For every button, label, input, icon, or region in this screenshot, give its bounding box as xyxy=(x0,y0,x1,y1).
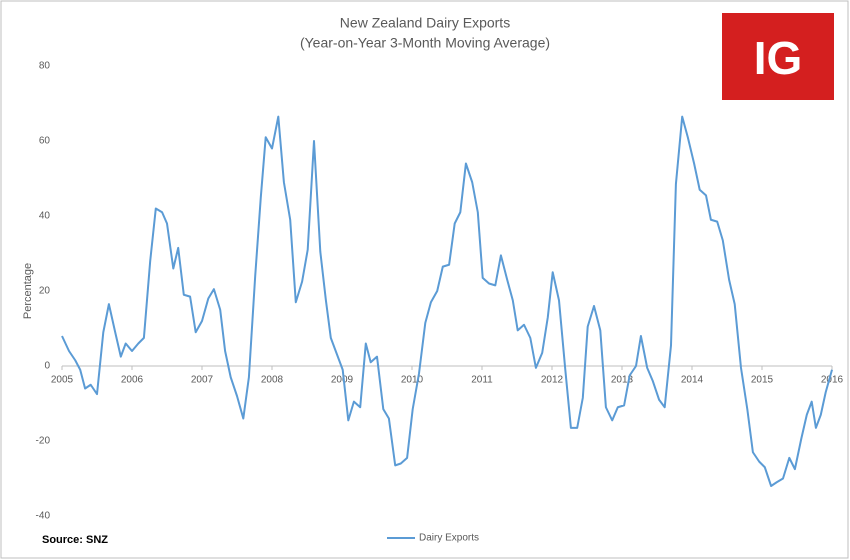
x-tick-label: 2005 xyxy=(51,375,74,386)
x-tick-label: 2016 xyxy=(821,375,844,386)
source: Source: SNZ xyxy=(42,534,108,546)
data-line xyxy=(61,115,833,487)
y-tick-label: 0 xyxy=(44,361,50,372)
x-tick-label: 2014 xyxy=(681,375,704,386)
y-tick-label: 60 xyxy=(39,136,51,147)
x-tick-label: 2007 xyxy=(191,375,214,386)
x-tick-label: 2015 xyxy=(751,375,774,386)
y-tick-label: 20 xyxy=(39,286,51,297)
chart-title: New Zealand Dairy Exports xyxy=(340,15,510,31)
chart-subtitle: (Year-on-Year 3-Month Moving Average) xyxy=(300,35,550,51)
x-tick-label: 2008 xyxy=(261,375,284,386)
x-tick-label: 2006 xyxy=(121,375,144,386)
y-tick-label: 40 xyxy=(39,211,51,222)
legend-label: Dairy Exports xyxy=(419,533,479,544)
y-axis-label: Percentage xyxy=(22,263,34,319)
logo: IG xyxy=(754,32,803,84)
logo-box xyxy=(722,13,834,100)
x-tick-label: 2011 xyxy=(471,375,493,386)
y-tick-label: 80 xyxy=(39,61,51,72)
x-tick-label: 2010 xyxy=(401,375,424,386)
x-tick-label: 2012 xyxy=(541,375,564,386)
x-tick-label: 2009 xyxy=(331,375,354,386)
x-tick-label: 2013 xyxy=(611,375,634,386)
y-tick-label: -40 xyxy=(36,511,51,522)
y-tick-label: -20 xyxy=(36,436,51,447)
